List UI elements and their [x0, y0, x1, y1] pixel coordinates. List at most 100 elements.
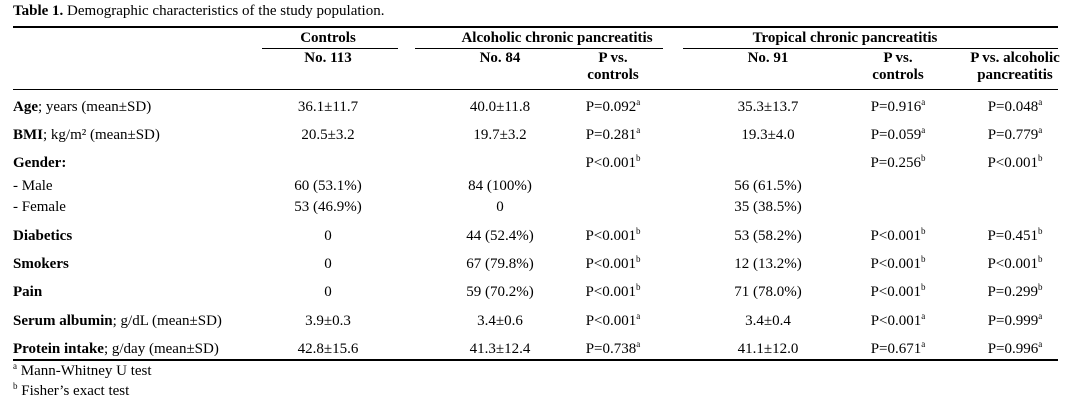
- cell-value: 35.3±13.7: [737, 99, 799, 115]
- cell-value: 35 (38.5%): [734, 199, 802, 215]
- table-title: Demographic characteristics of the study…: [63, 3, 385, 19]
- cell-value: 44 (52.4%): [466, 228, 534, 244]
- cell-value: P=0.092: [585, 99, 637, 115]
- column-header: P vs. alcoholic pancreatitis: [970, 50, 1060, 84]
- column-header: P vs. controls: [587, 50, 638, 84]
- table-cell: P=0.671a: [871, 339, 926, 358]
- table-cell: 56 (61.5%): [734, 178, 802, 195]
- column-header-line1: No. 84: [479, 50, 521, 66]
- cell-value: P=0.738: [585, 341, 637, 357]
- cell-value: P<0.001: [585, 284, 637, 300]
- table-label: Table 1.: [13, 3, 64, 19]
- cell-value: P=0.048: [987, 99, 1039, 115]
- table-cell: 0: [496, 199, 504, 216]
- group-header-tropical: Tropical chronic pancreatitis: [752, 30, 938, 46]
- row-label: Protein intake; g/day (mean±SD): [13, 341, 219, 358]
- cell-value: 84 (100%): [468, 178, 532, 194]
- row-label-detail: ; g/day (mean±SD): [103, 341, 219, 357]
- column-header-line2: controls: [587, 67, 639, 83]
- table-cell: 60 (53.1%): [294, 178, 362, 195]
- footnote-marker: a: [921, 339, 926, 349]
- footnote-text: Mann-Whitney U test: [17, 363, 152, 379]
- footnote-marker: a: [921, 311, 926, 321]
- footnote-text: Fisher’s exact test: [17, 383, 130, 399]
- table-cell: 19.7±3.2: [473, 127, 526, 144]
- row-label: Pain: [13, 284, 42, 301]
- row-label-bold: Smokers: [13, 256, 69, 272]
- table-cell: 3.9±0.3: [305, 313, 351, 330]
- footnote-marker: b: [1038, 226, 1043, 236]
- footnote-marker: a: [1038, 125, 1043, 135]
- row-label: Smokers: [13, 256, 69, 273]
- row-label-bold: Protein intake: [13, 341, 104, 357]
- cell-value: P=0.779: [987, 127, 1039, 143]
- row-label: BMI; kg/m² (mean±SD): [13, 127, 160, 144]
- table-cell: 0: [324, 256, 332, 273]
- footnote-marker: a: [636, 125, 641, 135]
- table-cell: 44 (52.4%): [466, 228, 534, 245]
- cell-value: 53 (46.9%): [294, 199, 362, 215]
- table-cell: P=0.092a: [585, 98, 641, 116]
- table-cell: 42.8±15.6: [298, 341, 359, 358]
- row-label-bold: BMI: [13, 127, 43, 143]
- table-cell: P<0.001b: [987, 154, 1042, 172]
- table-cell: P<0.001a: [585, 311, 641, 330]
- table-cell: P=0.451b: [987, 226, 1043, 245]
- cell-value: P=0.256: [870, 155, 922, 171]
- table-cell: P=0.999a: [988, 312, 1043, 330]
- cell-value: P=0.059: [870, 127, 922, 143]
- row-label-bold: Diabetics: [13, 228, 73, 244]
- table-cell: 20.5±3.2: [301, 127, 354, 144]
- alcoholic-underline: [415, 48, 663, 49]
- table-cell: P<0.001b: [585, 227, 640, 245]
- footnote-marker: b: [636, 254, 641, 264]
- table-cell: 12 (13.2%): [734, 256, 802, 273]
- table-cell: 3.4±0.6: [477, 313, 523, 330]
- top-rule: [13, 26, 1058, 28]
- footnote-marker: b: [636, 282, 641, 292]
- cell-value: 71 (78.0%): [734, 284, 802, 300]
- cell-value: 59 (70.2%): [466, 284, 534, 300]
- footnote-marker: a: [636, 311, 641, 321]
- footnote-marker: b: [921, 282, 926, 292]
- tropical-underline: [683, 48, 1058, 49]
- row-label-detail: ; kg/m² (mean±SD): [43, 127, 160, 143]
- table-cell: 35.3±13.7: [738, 99, 799, 116]
- table-cell: 41.1±12.0: [738, 341, 799, 358]
- cell-value: 12 (13.2%): [734, 256, 802, 272]
- cell-value: 53 (58.2%): [734, 228, 802, 244]
- table-cell: 53 (58.2%): [734, 228, 802, 245]
- table-cell: P=0.059a: [870, 126, 926, 144]
- table-cell: P<0.001b: [585, 282, 641, 301]
- table-cell: 35 (38.5%): [734, 199, 802, 216]
- cell-value: P=0.451: [987, 228, 1039, 244]
- table-cell: P=0.299b: [987, 283, 1042, 301]
- cell-value: P=0.281: [585, 127, 637, 143]
- cell-value: P<0.001: [870, 228, 922, 244]
- cell-value: 40.0±11.8: [469, 99, 531, 115]
- table-cell: P<0.001b: [870, 255, 925, 273]
- row-label-bold: Serum albumin: [13, 313, 113, 329]
- cell-value: 0: [324, 284, 332, 300]
- cell-value: P<0.001: [585, 313, 637, 329]
- footnote-marker: a: [921, 97, 926, 107]
- table-cell: 84 (100%): [468, 178, 532, 195]
- table-cell: P<0.001b: [585, 254, 641, 273]
- footnote-marker: b: [1038, 254, 1043, 264]
- column-header-line1: No. 113: [304, 50, 352, 66]
- footnote-marker: a: [1038, 97, 1043, 107]
- table-cell: 53 (46.9%): [294, 199, 362, 216]
- cell-value: P=0.996: [987, 341, 1039, 357]
- footnote-marker: b: [921, 226, 926, 236]
- cell-value: 36.1±11.7: [297, 99, 359, 115]
- footnote: a Mann-Whitney U test: [13, 362, 152, 380]
- group-header-controls: Controls: [300, 30, 356, 46]
- cell-value: P<0.001: [585, 228, 637, 244]
- table-cell: 3.4±0.4: [745, 313, 791, 330]
- row-label-bold: Gender:: [13, 155, 67, 171]
- table-cell: 36.1±11.7: [298, 99, 358, 116]
- row-label: Serum albumin; g/dL (mean±SD): [13, 313, 222, 330]
- table-cell: 71 (78.0%): [734, 284, 802, 301]
- cell-value: 0: [496, 199, 504, 215]
- row-label: Gender:: [13, 155, 66, 172]
